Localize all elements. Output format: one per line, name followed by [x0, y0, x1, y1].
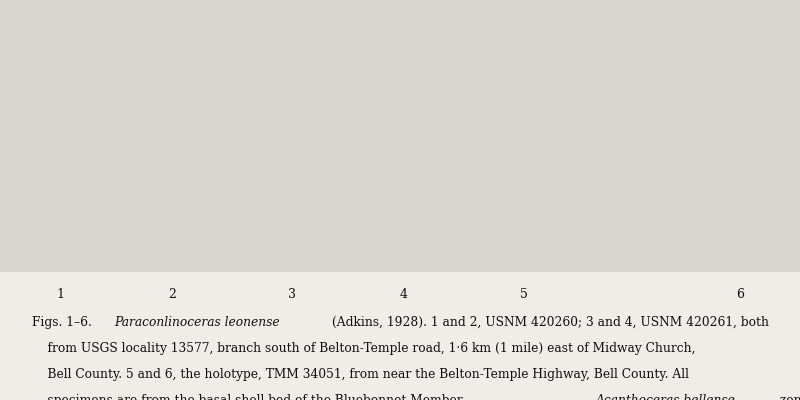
Text: Acanthoceras bellense: Acanthoceras bellense	[596, 394, 736, 400]
Text: Figs. 1–6.: Figs. 1–6.	[32, 316, 96, 329]
Text: 3: 3	[288, 288, 296, 301]
Text: specimens are from the basal shell bed of the Bluebonnet Member,: specimens are from the basal shell bed o…	[32, 394, 469, 400]
Text: zone.: zone.	[776, 394, 800, 400]
Text: Paraconlinoceras leonense: Paraconlinoceras leonense	[114, 316, 280, 329]
Text: 1: 1	[56, 288, 64, 301]
Text: (Adkins, 1928). 1 and 2, USNM 420260; 3 and 4, USNM 420261, both: (Adkins, 1928). 1 and 2, USNM 420260; 3 …	[328, 316, 769, 329]
Text: 4: 4	[400, 288, 408, 301]
Text: 5: 5	[520, 288, 528, 301]
Text: from USGS locality 13577, branch south of Belton-Temple road, 1·6 km (1 mile) ea: from USGS locality 13577, branch south o…	[32, 342, 695, 355]
Bar	[0, 0, 800, 272]
Text: 2: 2	[168, 288, 176, 301]
Text: Bell County. 5 and 6, the holotype, TMM 34051, from near the Belton-Temple Highw: Bell County. 5 and 6, the holotype, TMM …	[32, 368, 689, 381]
Text: 6: 6	[736, 288, 744, 301]
